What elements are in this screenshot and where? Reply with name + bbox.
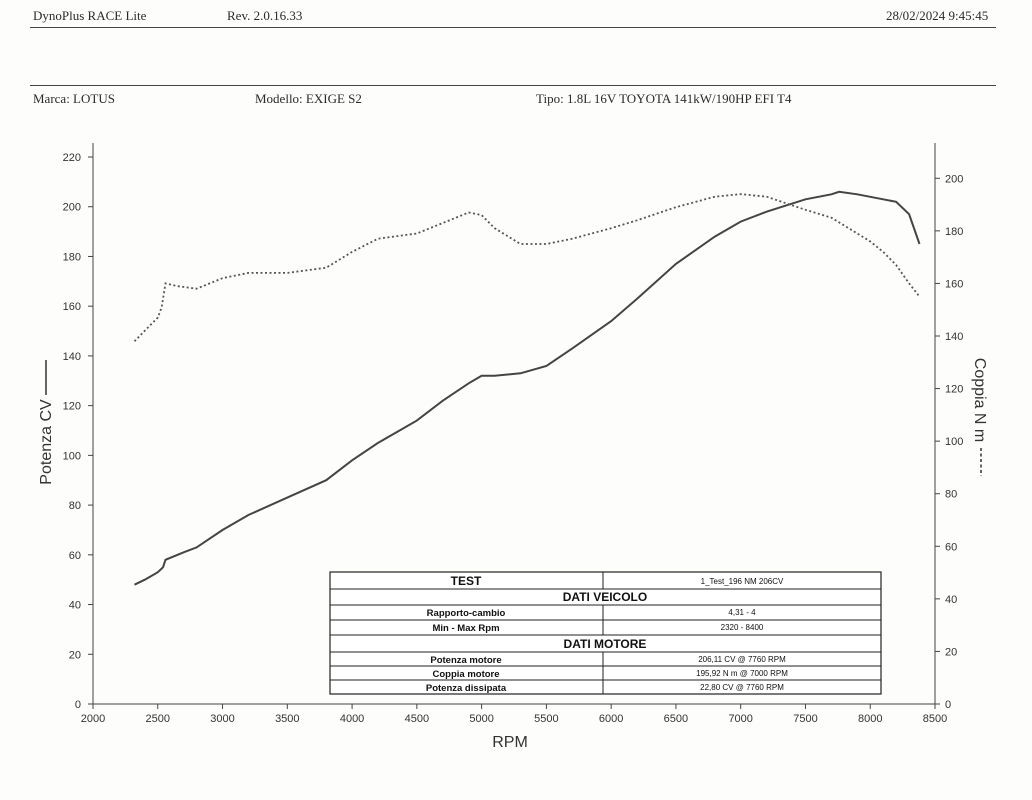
y-left-tick-label: 60 (69, 550, 81, 562)
table-loss-label: Potenza dissipata (426, 683, 507, 694)
table-power-value: 206,11 CV @ 7760 RPM (698, 655, 786, 664)
table-power-label: Potenza motore (430, 655, 501, 666)
table-test-label: TEST (451, 574, 482, 588)
table-torque-label: Coppia motore (432, 669, 499, 680)
y-right-tick-label: 180 (945, 226, 963, 238)
y-right-tick-label: 160 (945, 278, 963, 290)
y-right-tick-label: 100 (945, 436, 963, 448)
y-left-tick-label: 220 (63, 152, 81, 164)
x-tick-label: 5000 (469, 713, 493, 725)
y-left-tick-label: 160 (63, 301, 81, 313)
table-torque-value: 195,92 N m @ 7000 RPM (696, 669, 788, 678)
x-tick-label: 2000 (81, 713, 105, 725)
app-name: DynoPlus RACE Lite (33, 8, 147, 23)
datetime: 28/02/2024 9:45:45 (886, 8, 989, 23)
y-left-tick-label: 0 (75, 699, 81, 711)
y-axis-left-label: Potenza CV (38, 399, 55, 485)
revision: Rev. 2.0.16.33 (227, 8, 303, 23)
y-left-tick-label: 20 (69, 649, 81, 661)
table-rpm-range-label: Min - Max Rpm (432, 623, 499, 634)
table-gear-ratio-label: Rapporto-cambio (427, 608, 506, 619)
y-left-tick-label: 140 (63, 351, 81, 363)
x-tick-label: 5500 (534, 713, 558, 725)
y-right-tick-label: 20 (945, 646, 957, 658)
y-left-tick-label: 120 (63, 401, 81, 413)
y-right-tick-label: 200 (945, 173, 963, 185)
y-right-tick-label: 80 (945, 489, 957, 501)
y-left-tick-label: 40 (69, 600, 81, 612)
y-right-tick-label: 120 (945, 384, 963, 396)
x-tick-label: 8500 (923, 713, 947, 725)
x-tick-label: 2500 (146, 713, 170, 725)
x-tick-label: 4500 (405, 713, 429, 725)
y-left-tick-label: 100 (63, 450, 81, 462)
power-series-line (134, 190, 921, 586)
vehicle-brand: Marca: LOTUS (33, 91, 115, 106)
table-vehicle-section: DATI VEICOLO (563, 590, 647, 604)
x-tick-label: 6500 (664, 713, 688, 725)
x-tick-label: 6000 (599, 713, 623, 725)
x-tick-label: 4000 (340, 713, 364, 725)
table-rpm-range-value: 2320 - 8400 (721, 623, 764, 632)
y-right-tick-label: 0 (945, 699, 951, 711)
y-right-tick-label: 40 (945, 594, 957, 606)
y-right-tick-label: 140 (945, 331, 963, 343)
x-tick-label: 7500 (793, 713, 817, 725)
vehicle-type: Tipo: 1.8L 16V TOYOTA 141kW/190HP EFI T4 (536, 91, 792, 106)
y-right-tick-label: 60 (945, 541, 957, 553)
chart-ticks: 2000 2500 3000 3500 4000 4500 5000 5500 6000 6500… (63, 152, 964, 725)
vehicle-model: Modello: EXIGE S2 (255, 91, 362, 106)
y-left-tick-label: 180 (63, 251, 81, 263)
header-rule (30, 27, 996, 28)
y-left-tick-label: 200 (63, 202, 81, 214)
table-gear-ratio-value: 4,31 - 4 (728, 608, 756, 617)
vehicle-rule (30, 85, 996, 86)
table-engine-section: DATI MOTORE (564, 637, 647, 651)
y-left-tick-label: 80 (69, 500, 81, 512)
info-table: TEST 1_Test_196 NM 206CV DATI VEICOLO Ra… (329, 571, 882, 695)
x-axis-label: RPM (492, 734, 528, 751)
table-loss-value: 22,80 CV @ 7760 RPM (700, 683, 784, 692)
x-tick-label: 7000 (728, 713, 752, 725)
table-test-value: 1_Test_196 NM 206CV (701, 577, 784, 586)
torque-series-line (133, 193, 921, 342)
chart-axes (92, 143, 936, 705)
y-axis-right-label: Coppia N m (971, 358, 988, 442)
x-tick-label: 8000 (858, 713, 882, 725)
x-tick-label: 3000 (210, 713, 234, 725)
x-tick-label: 3500 (275, 713, 299, 725)
